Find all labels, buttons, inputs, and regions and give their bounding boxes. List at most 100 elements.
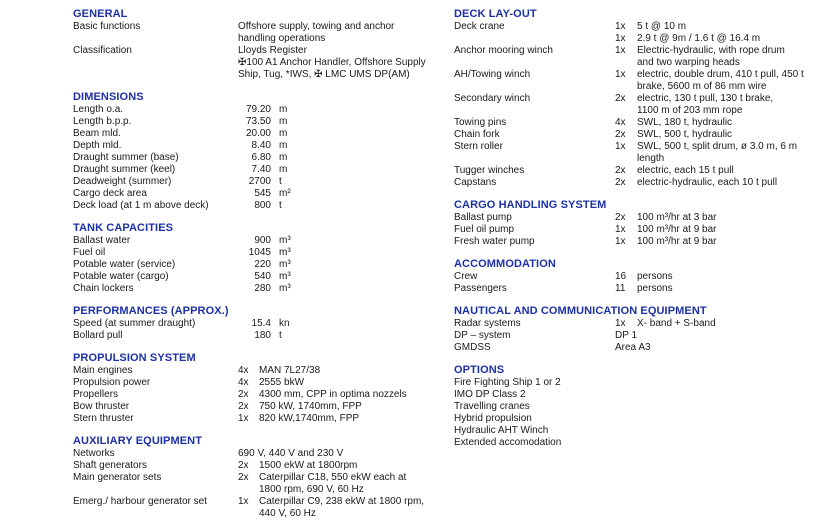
spec-label: Chain fork — [454, 129, 500, 140]
spec-value: 15.4 — [251, 318, 271, 329]
spec-value-lines: 1x SWL, 500 t, split drum, ø 3.0 m, 6 m le… — [615, 141, 826, 165]
spec-row: Fuel oil 1045 m³ — [73, 247, 447, 259]
spec-value-lines: 11 persons — [615, 283, 826, 295]
spec-label: Emerg./ harbour generator set — [73, 496, 207, 507]
spec-row: Bollard pull 180 t — [73, 330, 447, 342]
spec-text: MAN 7L27/38 — [259, 365, 321, 376]
spec-row: Cargo deck area 545 m² — [73, 188, 447, 200]
spec-qty: 1x — [615, 69, 626, 80]
spec-unit: m — [279, 152, 288, 163]
spec-value: 180 — [254, 330, 271, 341]
spec-row: Hydraulic AHT Winch — [454, 425, 826, 437]
spec-text: 5 t @ 10 m — [637, 21, 687, 32]
spec-column-right: DECK LAY-OUT Deck crane 1x 5 t @ 10 m 1x 2.9 … — [454, 8, 826, 459]
spec-label: Secondary winch — [454, 93, 531, 104]
spec-value: 280 — [254, 283, 271, 294]
spec-text: 2.9 t @ 9m / 1.6 t @ 16.4 m — [637, 33, 761, 44]
spec-value-line: 2x Caterpillar C18, 550 ekW each at — [238, 472, 447, 484]
spec-label: DP – system — [454, 330, 511, 341]
spec-qty: 1x — [615, 224, 626, 235]
spec-row: Fire Fighting Ship 1 or 2 — [454, 377, 826, 389]
spec-value-line: 4x 2555 bkW — [238, 377, 447, 389]
spec-qty — [238, 508, 259, 520]
spec-row: Propulsion power 4x 2555 bkW — [73, 377, 447, 389]
spec-value-lines: 1x X- band + S-band — [615, 318, 826, 330]
spec-row: Propellers 2x 4300 mm, CPP in optima nozze… — [73, 389, 447, 401]
spec-row: Chain lockers 280 m³ — [73, 283, 447, 295]
spec-row: Capstans 2x electric-hydraulic, each 10 t … — [454, 177, 826, 189]
spec-value-line: 16 persons — [615, 271, 826, 283]
spec-qty: 1x — [615, 318, 626, 329]
spec-label: Stern thruster — [73, 413, 134, 424]
spec-label: Propellers — [73, 389, 119, 400]
spec-label: Chain lockers — [73, 283, 134, 294]
spec-value-line: 2x 750 kW, 1740mm, FPP — [238, 401, 447, 413]
spec-text: Electric-hydraulic, with rope drum — [637, 45, 785, 56]
spec-row: Passengers 11 persons — [454, 283, 826, 295]
spec-value-lines: 2x SWL, 500 t, hydraulic — [615, 129, 826, 141]
spec-text: 100 m³/hr at 9 bar — [637, 224, 717, 235]
spec-value-line: Lloyds Register — [238, 45, 447, 57]
section-performances-approx: PERFORMANCES (APPROX.) Speed (at summer d… — [73, 305, 447, 342]
section-heading: AUXILIARY EQUIPMENT — [73, 435, 203, 447]
spec-value-line: 4x SWL, 180 t, hydraulic — [615, 117, 826, 129]
spec-label: Deck load (at 1 m above deck) — [73, 200, 209, 211]
spec-value-lines: Offshore supply, towing and anchor handli… — [238, 21, 447, 45]
spec-row: Main generator sets 2x Caterpillar C18, 55… — [73, 472, 447, 496]
spec-label: Length b.p.p. — [73, 116, 132, 127]
spec-label: Fresh water pump — [454, 236, 535, 247]
spec-value: 900 — [254, 235, 271, 246]
spec-value: 1045 — [248, 247, 271, 258]
spec-value: 79.20 — [245, 104, 271, 115]
spec-label: Ballast water — [73, 235, 131, 246]
spec-value: 8.40 — [251, 140, 271, 151]
spec-value-line: length — [615, 153, 826, 165]
spec-label: Stern roller — [454, 141, 503, 152]
spec-value-lines: 1x Electric-hydraulic, with rope drum and … — [615, 45, 826, 69]
spec-qty: 2x — [615, 129, 626, 140]
spec-label: Capstans — [454, 177, 497, 188]
spec-value-line: brake, 5600 m of 86 mm wire — [615, 81, 826, 93]
spec-row: Networks 690 V, 440 V and 230 V — [73, 448, 447, 460]
spec-row: Extended accomodation — [454, 437, 826, 449]
spec-value-line: 2x electric, 130 t pull, 130 t brake, — [615, 93, 826, 105]
spec-qty: 2x — [615, 93, 626, 104]
spec-unit: m³ — [279, 235, 291, 246]
section-cargo-handling-system: CARGO HANDLING SYSTEM Ballast pump 2x 100 m… — [454, 199, 826, 248]
spec-value-lines: 2x 100 m³/hr at 3 bar — [615, 212, 826, 224]
spec-unit: t — [279, 176, 282, 187]
spec-qty — [615, 153, 637, 165]
spec-row: Travelling cranes — [454, 401, 826, 413]
spec-value-line: Area A3 — [615, 342, 826, 354]
spec-text: 750 kW, 1740mm, FPP — [259, 401, 362, 412]
spec-label: Propulsion power — [73, 377, 151, 388]
spec-qty: 1x — [615, 45, 626, 56]
section-propulsion-system: PROPULSION SYSTEM Main engines 4x MAN 7L27/… — [73, 352, 447, 425]
spec-text: Caterpillar C9, 238 ekW at 1800 rpm, — [259, 496, 425, 507]
spec-label: Beam mld. — [73, 128, 121, 139]
spec-row: Beam mld. 20.00 m — [73, 128, 447, 140]
spec-label: IMO DP Class 2 — [454, 389, 526, 400]
spec-text: 690 V, 440 V and 230 V — [238, 448, 344, 459]
spec-value-line: 1800 rpm, 690 V, 60 Hz — [238, 484, 447, 496]
spec-text: ✠100 A1 Anchor Handler, Offshore Supply — [238, 57, 426, 68]
spec-label: Networks — [73, 448, 115, 459]
spec-text: X- band + S-band — [637, 318, 716, 329]
spec-value: 2700 — [248, 176, 271, 187]
spec-value-line: Offshore supply, towing and anchor — [238, 21, 447, 33]
spec-text: Area A3 — [615, 342, 651, 353]
spec-label: Extended accomodation — [454, 437, 562, 448]
spec-qty: 2x — [238, 472, 249, 483]
spec-unit: m³ — [279, 247, 291, 258]
spec-row: Basic functions Offshore supply, towing a… — [73, 21, 447, 45]
spec-value-lines: 4x 2555 bkW — [238, 377, 447, 389]
spec-row: Emerg./ harbour generator set 1x Caterpill… — [73, 496, 447, 520]
spec-label: Fuel oil pump — [454, 224, 515, 235]
spec-unit: m — [279, 128, 288, 139]
spec-row: DP – system DP 1 — [454, 330, 826, 342]
spec-value-line: 1x Electric-hydraulic, with rope drum — [615, 45, 826, 57]
spec-row: Bow thruster 2x 750 kW, 1740mm, FPP — [73, 401, 447, 413]
spec-value-line: 4x MAN 7L27/38 — [238, 365, 447, 377]
spec-qty: 2x — [238, 401, 249, 412]
spec-qty: 2x — [238, 460, 249, 471]
